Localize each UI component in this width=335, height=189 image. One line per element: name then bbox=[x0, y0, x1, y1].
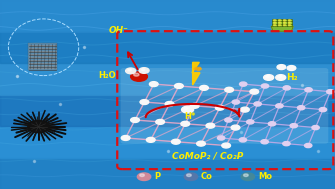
Circle shape bbox=[274, 20, 276, 21]
Bar bbox=[28, 43, 57, 70]
Circle shape bbox=[241, 107, 249, 112]
Text: Mo: Mo bbox=[258, 172, 272, 181]
Circle shape bbox=[215, 105, 224, 110]
Text: CoMoP₂ / Co₂P: CoMoP₂ / Co₂P bbox=[172, 151, 244, 160]
Text: H₂: H₂ bbox=[286, 73, 297, 82]
Circle shape bbox=[288, 22, 290, 23]
Bar bbox=[0, 94, 335, 126]
Text: P: P bbox=[154, 172, 160, 181]
Circle shape bbox=[244, 174, 248, 177]
Circle shape bbox=[121, 136, 130, 140]
Bar bbox=[272, 19, 292, 26]
Circle shape bbox=[283, 142, 290, 146]
Circle shape bbox=[288, 20, 290, 21]
Circle shape bbox=[232, 100, 240, 104]
Circle shape bbox=[172, 139, 180, 144]
Circle shape bbox=[146, 137, 155, 142]
Circle shape bbox=[131, 72, 147, 81]
Circle shape bbox=[278, 75, 281, 77]
Circle shape bbox=[305, 143, 312, 148]
Circle shape bbox=[279, 20, 281, 21]
Circle shape bbox=[200, 85, 208, 90]
Text: Co: Co bbox=[201, 172, 213, 181]
Circle shape bbox=[297, 106, 305, 110]
Circle shape bbox=[131, 118, 139, 122]
Text: OH⁻: OH⁻ bbox=[109, 26, 129, 35]
Circle shape bbox=[149, 82, 158, 87]
Polygon shape bbox=[192, 62, 200, 85]
Circle shape bbox=[261, 140, 268, 144]
Circle shape bbox=[128, 69, 131, 71]
Circle shape bbox=[184, 173, 198, 180]
Circle shape bbox=[268, 122, 276, 126]
Circle shape bbox=[276, 75, 286, 80]
Circle shape bbox=[312, 125, 319, 130]
Circle shape bbox=[199, 68, 201, 70]
Circle shape bbox=[261, 84, 269, 88]
Circle shape bbox=[126, 68, 136, 74]
Circle shape bbox=[231, 125, 240, 130]
Circle shape bbox=[198, 67, 201, 69]
Text: H₂O: H₂O bbox=[98, 71, 116, 80]
Circle shape bbox=[141, 69, 145, 70]
Circle shape bbox=[239, 138, 247, 142]
Bar bbox=[0, 63, 335, 94]
Circle shape bbox=[241, 173, 255, 180]
Bar bbox=[0, 157, 335, 189]
FancyBboxPatch shape bbox=[121, 68, 328, 144]
Circle shape bbox=[327, 90, 334, 94]
Circle shape bbox=[190, 103, 199, 108]
Circle shape bbox=[140, 174, 144, 177]
Circle shape bbox=[217, 136, 225, 140]
Circle shape bbox=[140, 100, 149, 105]
Circle shape bbox=[274, 22, 276, 23]
Circle shape bbox=[195, 67, 198, 69]
Circle shape bbox=[279, 22, 281, 23]
Circle shape bbox=[254, 102, 261, 106]
Circle shape bbox=[290, 124, 297, 128]
Circle shape bbox=[264, 75, 274, 80]
Circle shape bbox=[288, 24, 290, 26]
Circle shape bbox=[305, 88, 312, 92]
Circle shape bbox=[194, 68, 197, 70]
Circle shape bbox=[28, 121, 49, 133]
Circle shape bbox=[240, 82, 247, 86]
Circle shape bbox=[182, 106, 194, 113]
Circle shape bbox=[156, 119, 164, 124]
Circle shape bbox=[284, 20, 286, 21]
Circle shape bbox=[274, 24, 276, 26]
Circle shape bbox=[266, 75, 269, 77]
Bar bbox=[0, 32, 335, 63]
Circle shape bbox=[277, 65, 286, 70]
Circle shape bbox=[225, 87, 233, 92]
Circle shape bbox=[283, 86, 290, 90]
Circle shape bbox=[225, 118, 232, 122]
Circle shape bbox=[206, 123, 215, 128]
Text: H*: H* bbox=[185, 112, 196, 121]
Circle shape bbox=[175, 84, 183, 88]
Circle shape bbox=[134, 73, 139, 76]
Circle shape bbox=[247, 120, 254, 124]
Polygon shape bbox=[271, 24, 293, 31]
Circle shape bbox=[181, 121, 190, 126]
Circle shape bbox=[279, 24, 281, 26]
Circle shape bbox=[284, 24, 286, 26]
Circle shape bbox=[187, 174, 191, 177]
Circle shape bbox=[139, 68, 149, 73]
Circle shape bbox=[250, 89, 259, 94]
Circle shape bbox=[276, 104, 283, 108]
Circle shape bbox=[197, 141, 205, 146]
Circle shape bbox=[165, 101, 174, 106]
Bar bbox=[0, 0, 335, 32]
Circle shape bbox=[222, 143, 230, 148]
Circle shape bbox=[137, 173, 151, 180]
Circle shape bbox=[287, 66, 296, 70]
Circle shape bbox=[184, 107, 188, 109]
Bar bbox=[0, 126, 335, 157]
Circle shape bbox=[319, 108, 327, 112]
Circle shape bbox=[284, 22, 286, 23]
Circle shape bbox=[197, 69, 200, 71]
